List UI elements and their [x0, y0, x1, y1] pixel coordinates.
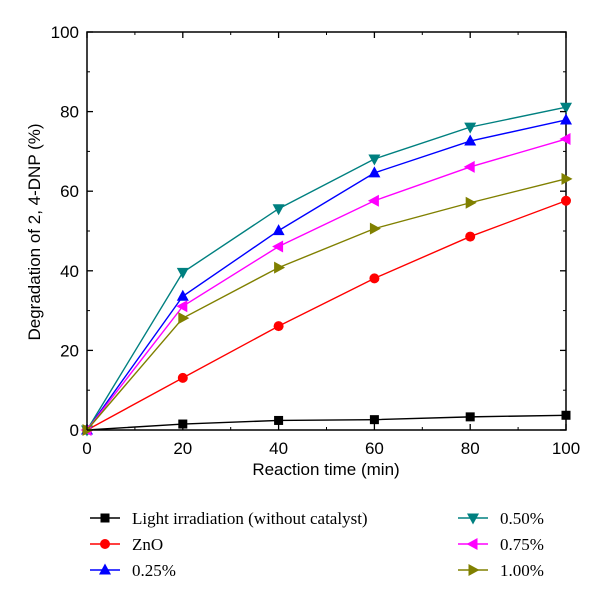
legend-label: 0.50%	[500, 509, 544, 528]
legend-item: 1.00%	[458, 561, 544, 580]
data-point	[561, 410, 571, 420]
series-line	[86, 178, 567, 431]
series-layer	[80, 102, 573, 437]
data-point	[176, 289, 189, 301]
legend-item: ZnO	[90, 535, 163, 554]
y-tick-label: 100	[51, 23, 79, 42]
data-point	[465, 412, 475, 422]
data-point	[561, 195, 571, 206]
data-point	[272, 224, 285, 236]
x-tick-label: 0	[82, 439, 91, 458]
x-tick-label: 80	[461, 439, 480, 458]
series-2	[81, 113, 572, 435]
y-tick-label: 0	[70, 421, 79, 440]
series-0	[82, 410, 571, 435]
series-line	[86, 106, 567, 431]
data-point	[464, 122, 477, 134]
series-3	[81, 102, 572, 437]
data-point	[465, 196, 477, 209]
legend-label: 0.25%	[132, 561, 176, 580]
series-1	[82, 195, 571, 435]
y-tick-label: 40	[60, 262, 79, 281]
legend-label: ZnO	[132, 535, 163, 554]
x-tick-label: 40	[269, 439, 288, 458]
legend-marker	[100, 513, 110, 523]
series-5	[82, 172, 573, 436]
legend-label: 1.00%	[500, 561, 544, 580]
series-line	[86, 138, 567, 431]
legend-item: 0.50%	[458, 509, 544, 528]
legend-label: Light irradiation (without catalyst)	[132, 509, 368, 528]
data-point	[176, 300, 188, 313]
x-axis-title: Reaction time (min)	[252, 460, 399, 479]
data-point	[176, 267, 189, 279]
data-point	[272, 204, 285, 216]
data-point	[273, 321, 284, 332]
plot-frame	[86, 31, 567, 431]
y-tick-label: 20	[60, 341, 79, 360]
y-tick-label: 60	[60, 182, 79, 201]
legend-item: 0.75%	[458, 535, 544, 554]
series-line	[86, 119, 567, 431]
legend-label: 0.75%	[500, 535, 544, 554]
legend-marker	[468, 564, 480, 576]
legend-marker	[100, 539, 110, 549]
legend-marker	[467, 513, 479, 525]
series-line	[86, 414, 567, 431]
data-point	[561, 172, 573, 185]
y-axis-title: Degradation of 2, 4-DNP (%)	[25, 123, 44, 340]
legend-item: Light irradiation (without catalyst)	[90, 509, 368, 528]
data-point	[560, 102, 572, 114]
data-point	[369, 273, 380, 284]
y-tick-label: 80	[60, 103, 79, 122]
legend: Light irradiation (without catalyst) ZnO 0…	[90, 509, 544, 580]
data-point	[464, 134, 477, 146]
data-point	[368, 154, 381, 166]
legend-item: 0.25%	[90, 561, 176, 580]
data-point	[465, 231, 476, 242]
x-tick-label: 60	[365, 439, 384, 458]
data-point	[369, 415, 379, 425]
plot-area	[86, 31, 567, 431]
series-4	[80, 133, 571, 436]
data-point	[367, 194, 379, 207]
data-point	[178, 312, 190, 325]
data-point	[560, 113, 572, 125]
legend-marker	[99, 563, 111, 575]
x-tick-label: 100	[552, 439, 580, 458]
data-point	[369, 222, 381, 235]
data-point	[274, 261, 286, 274]
data-point	[463, 160, 475, 173]
data-point	[272, 240, 284, 253]
data-point	[559, 133, 571, 146]
legend-marker	[466, 538, 478, 550]
series-line	[86, 200, 567, 431]
data-point	[368, 166, 381, 178]
data-point	[177, 372, 188, 383]
axes-layer: 0 20 40 60 80 100 0 20 40 60 80 100	[51, 23, 581, 458]
x-tick-label: 20	[173, 439, 192, 458]
data-point	[274, 415, 284, 425]
